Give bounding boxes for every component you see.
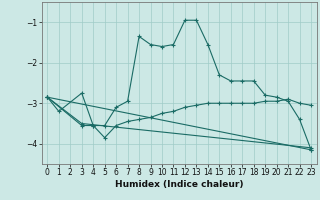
X-axis label: Humidex (Indice chaleur): Humidex (Indice chaleur) [115,180,244,189]
